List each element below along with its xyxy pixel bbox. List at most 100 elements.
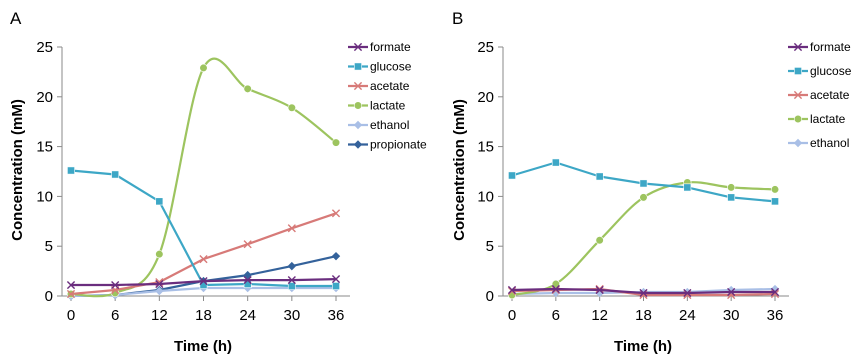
data-point-acetate — [287, 224, 296, 233]
x-tick-label: 36 — [328, 307, 345, 324]
y-tick-label: 20 — [477, 89, 494, 106]
legend-label: ethanol — [810, 136, 849, 150]
data-point-acetate — [243, 240, 252, 249]
data-point-formate — [287, 275, 296, 285]
panel-b-plot: 0 5 10 15 20 25 0 6 12 18 24 30 36 — [477, 39, 789, 324]
x-tick-label: 12 — [151, 307, 168, 324]
data-point-glucose — [551, 158, 560, 167]
data-point-propionate — [287, 261, 297, 271]
data-point-lactate — [770, 185, 780, 194]
panel-a-label: A — [10, 9, 22, 28]
x-tick-label: 30 — [723, 307, 740, 324]
y-tick-label: 0 — [486, 288, 494, 305]
y-tick-label: 15 — [477, 139, 494, 156]
y-tick-label: 25 — [36, 39, 53, 56]
data-point-glucose — [683, 183, 692, 192]
data-point-formate — [507, 285, 517, 295]
data-point-glucose — [243, 280, 252, 288]
series-formate — [507, 284, 780, 298]
data-point-glucose — [111, 170, 120, 179]
panel-b-y-axis-label: Concentration (mM) — [451, 99, 468, 241]
data-point-lactate — [727, 183, 736, 192]
legend-marker — [793, 42, 803, 52]
legend-marker — [793, 114, 803, 124]
legend-label: formate — [810, 40, 851, 54]
legend-label: lactate — [370, 99, 406, 113]
data-point-acetate — [66, 289, 76, 299]
data-point-acetate — [331, 209, 341, 218]
panel-a-x-axis-label: Time (h) — [174, 338, 232, 355]
data-point-glucose — [199, 281, 208, 289]
data-point-formate — [595, 285, 604, 295]
data-point-glucose — [287, 282, 296, 290]
legend-marker — [353, 42, 363, 52]
y-tick-label: 5 — [45, 238, 53, 255]
legend-label: glucose — [370, 60, 412, 74]
data-point-propionate — [331, 251, 341, 261]
data-point-lactate — [287, 103, 296, 112]
data-point-formate — [683, 288, 692, 298]
legend-label: lactate — [810, 112, 846, 126]
legend-item-formate: formate — [348, 40, 411, 54]
data-point-formate — [111, 280, 120, 290]
data-point-formate — [155, 279, 164, 289]
series-glucose — [67, 166, 340, 290]
legend-label: formate — [370, 40, 411, 54]
x-tick-label: 24 — [679, 307, 696, 324]
data-point-formate — [243, 275, 252, 285]
legend-label: ethanol — [370, 118, 409, 132]
data-point-formate — [727, 287, 736, 297]
data-point-formate — [331, 274, 341, 284]
legend-item-propionate: propionate — [348, 138, 427, 152]
legend-marker — [794, 67, 802, 75]
legend-marker — [353, 140, 363, 149]
legend-marker — [793, 90, 803, 100]
y-tick-label: 0 — [45, 288, 53, 305]
x-tick-label: 6 — [552, 307, 560, 324]
data-point-acetate — [507, 286, 517, 296]
legend-marker — [793, 138, 803, 148]
series-line-glucose — [70, 169, 336, 288]
panel-a-legend: formate glucose acetate lactate ethanol propi… — [348, 40, 427, 152]
x-tick-label: 6 — [111, 307, 119, 324]
legend-marker — [354, 62, 362, 71]
series-lactate — [507, 178, 780, 300]
data-point-formate — [639, 288, 648, 298]
data-point-acetate — [199, 255, 208, 264]
y-tick-label: 25 — [477, 39, 494, 56]
data-point-formate — [770, 287, 780, 297]
data-point-glucose — [595, 172, 604, 181]
data-point-formate — [551, 284, 560, 294]
x-tick-label: 0 — [508, 307, 516, 324]
legend-item-glucose: glucose — [788, 64, 852, 78]
legend-marker — [353, 81, 363, 91]
data-point-formate — [199, 276, 208, 286]
y-tick-label: 20 — [36, 89, 53, 106]
panel-b-label: B — [452, 9, 463, 28]
x-tick-label: 12 — [591, 307, 608, 324]
x-tick-label: 0 — [67, 307, 75, 324]
x-tick-label: 36 — [767, 307, 784, 324]
panel-b-x-axis-label: Time (h) — [614, 338, 672, 355]
data-point-glucose — [727, 193, 736, 202]
data-point-lactate — [199, 63, 208, 73]
data-point-lactate — [331, 138, 341, 147]
data-point-glucose — [332, 282, 340, 290]
data-point-glucose — [67, 166, 75, 175]
panel-a-y-axis-label: Concentration (mM) — [9, 99, 26, 241]
panel-b-legend: formate glucose acetate lactate ethanol — [788, 40, 852, 150]
y-tick-label: 15 — [36, 139, 53, 156]
data-point-glucose — [639, 179, 648, 188]
data-point-glucose — [155, 197, 164, 206]
y-tick-label: 10 — [477, 188, 494, 205]
series-acetate — [66, 209, 341, 299]
data-point-lactate — [639, 193, 648, 202]
panel-b: B 0 5 10 15 20 25 0 6 12 18 24 30 36 Concentration (… — [451, 9, 852, 355]
legend-item-formate: formate — [788, 40, 851, 54]
data-point-lactate — [243, 84, 252, 93]
legend-item-acetate: acetate — [348, 79, 410, 93]
panel-a-plot: 0 5 10 15 20 25 0 6 12 18 24 30 36 — [36, 39, 350, 324]
series-line-lactate — [70, 57, 337, 298]
legend-marker — [353, 120, 363, 130]
data-point-formate — [66, 280, 76, 290]
